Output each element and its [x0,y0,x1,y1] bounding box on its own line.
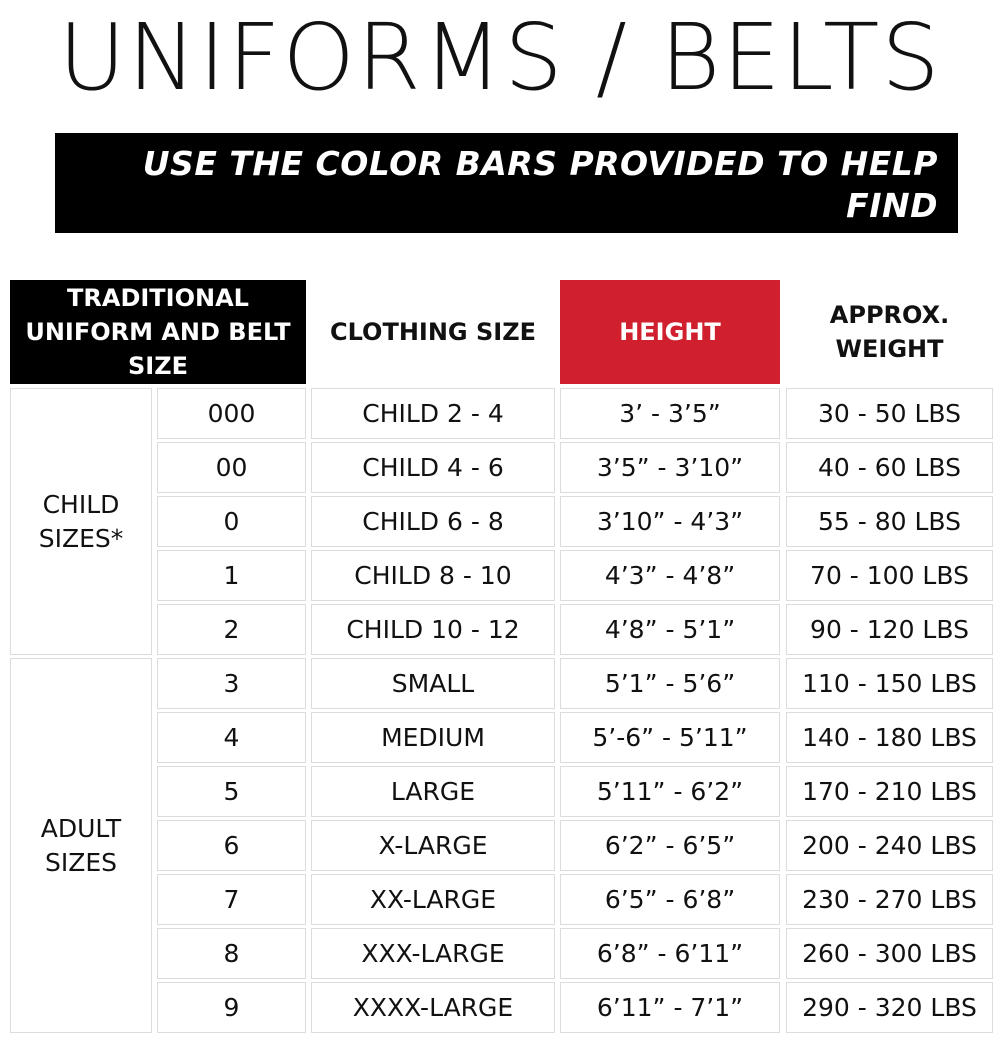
table-cell: CHILD 6 - 8 [311,496,555,547]
column-header: HEIGHT [560,280,780,384]
table-cell: 0 [157,496,306,547]
column-header: CLOTHING SIZE [311,280,555,384]
table-cell: XXX-LARGE [311,928,555,979]
table-cell: XX-LARGE [311,874,555,925]
table-cell: XXXX-LARGE [311,982,555,1033]
table-cell: 230 - 270 LBS [786,874,993,925]
table-cell: 5’11” - 6’2” [560,766,780,817]
table-cell: 70 - 100 LBS [786,550,993,601]
banner-line: USE THE COLOR BARS PROVIDED TO HELP FIND [142,144,938,225]
table-cell: LARGE [311,766,555,817]
table-cell: 3 [157,658,306,709]
table-cell: 30 - 50 LBS [786,388,993,439]
table-cell: 4 [157,712,306,763]
table-cell: 290 - 320 LBS [786,982,993,1033]
table-cell: 55 - 80 LBS [786,496,993,547]
table-cell: 3’10” - 4’3” [560,496,780,547]
table-cell: 4’8” - 5’1” [560,604,780,655]
table-cell: 200 - 240 LBS [786,820,993,871]
table-cell: CHILD 10 - 12 [311,604,555,655]
table-cell: 8 [157,928,306,979]
banner-line: YOUR SPECIFIC UNIFORM SIZE [363,228,938,267]
banner: USE THE COLOR BARS PROVIDED TO HELP FIND… [55,133,958,267]
table-cell: 1 [157,550,306,601]
title: UNIFORMS / BELTS [58,4,942,111]
table-cell: 5 [157,766,306,817]
group-label: ADULT SIZES [10,658,152,1033]
table-cell: 7 [157,874,306,925]
table-cell: 5’-6” - 5’11” [560,712,780,763]
table-cell: 170 - 210 LBS [786,766,993,817]
table-cell: 90 - 120 LBS [786,604,993,655]
table-cell: CHILD 8 - 10 [311,550,555,601]
table-cell: 3’5” - 3’10” [560,442,780,493]
table-cell: 110 - 150 LBS [786,658,993,709]
table-cell: 3’ - 3’5” [560,388,780,439]
table-cell: 6’11” - 7’1” [560,982,780,1033]
column-header: APPROX. WEIGHT [786,280,993,384]
table-cell: SMALL [311,658,555,709]
table-cell: 9 [157,982,306,1033]
column-header: TRADITIONAL UNIFORM AND BELT SIZE [10,280,306,384]
group-label: CHILD SIZES* [10,388,152,655]
table-cell: 00 [157,442,306,493]
table-cell: 4’3” - 4’8” [560,550,780,601]
table-cell: 6’5” - 6’8” [560,874,780,925]
table-cell: CHILD 4 - 6 [311,442,555,493]
table-cell: 2 [157,604,306,655]
table-cell: X-LARGE [311,820,555,871]
table-cell: 6’8” - 6’11” [560,928,780,979]
table-cell: 140 - 180 LBS [786,712,993,763]
table-cell: 40 - 60 LBS [786,442,993,493]
table-cell: MEDIUM [311,712,555,763]
table-cell: 260 - 300 LBS [786,928,993,979]
table-cell: 5’1” - 5’6” [560,658,780,709]
table-cell: 6 [157,820,306,871]
table-cell: 000 [157,388,306,439]
table-cell: CHILD 2 - 4 [311,388,555,439]
table-cell: 6’2” - 6’5” [560,820,780,871]
